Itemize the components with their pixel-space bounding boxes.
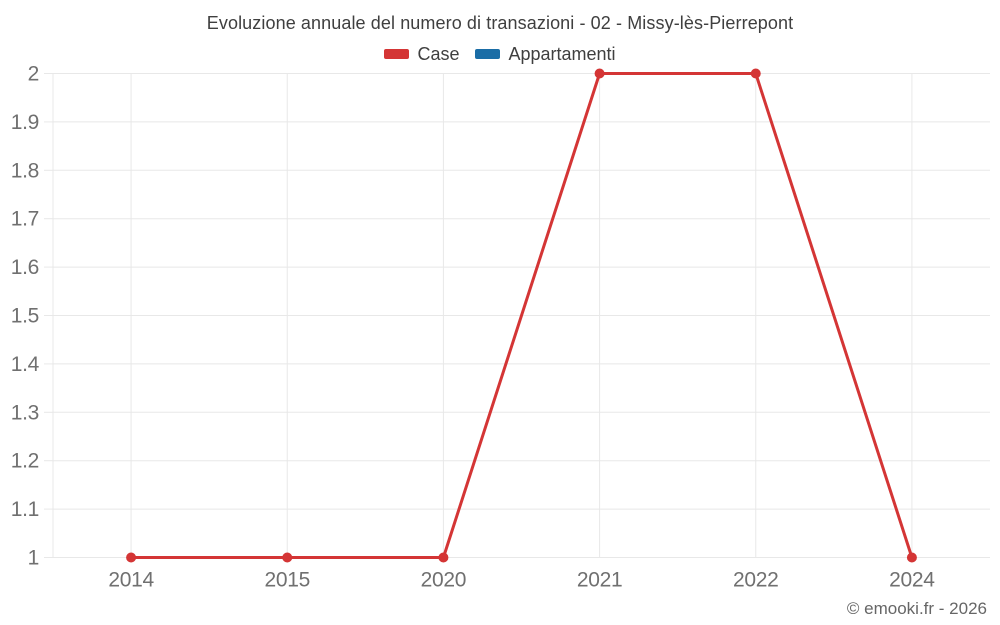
y-tick-label: 1.1	[11, 498, 39, 521]
x-tick-label: 2021	[577, 569, 623, 592]
y-tick-label: 1.9	[11, 111, 39, 134]
data-point-case[interactable]	[906, 552, 917, 563]
footer-credit: © emooki.fr - 2026	[846, 599, 987, 618]
data-point-case[interactable]	[282, 552, 293, 563]
x-tick-label: 2014	[108, 569, 154, 592]
legend-label-appartamenti: Appartamenti	[508, 43, 616, 64]
series-line-case	[129, 72, 914, 559]
legend-item-case[interactable]: Case	[384, 44, 459, 65]
y-tick-label: 1.2	[11, 450, 39, 473]
data-point-case[interactable]	[750, 68, 761, 79]
y-tick-label: 1.3	[11, 401, 39, 424]
y-tick-label: 1.6	[11, 256, 39, 279]
legend-label-case: Case	[417, 43, 460, 64]
x-tick-label: 2022	[733, 569, 779, 592]
legend: Case Appartamenti	[0, 44, 1000, 64]
x-tick-label: 2024	[889, 569, 935, 592]
chart-title: Evoluzione annuale del numero di transaz…	[206, 13, 794, 33]
y-tick-label: 1.8	[11, 159, 39, 182]
x-tick-label: 2015	[264, 569, 310, 592]
data-point-case[interactable]	[438, 552, 449, 563]
data-point-case[interactable]	[594, 68, 605, 79]
y-tick-label: 1	[28, 547, 39, 570]
y-tick-label: 1.7	[11, 208, 39, 231]
data-point-case[interactable]	[126, 552, 137, 563]
y-tick-label: 2	[28, 63, 39, 86]
y-tick-label: 1.5	[11, 305, 39, 328]
legend-swatch-appartamenti	[475, 49, 501, 59]
x-tick-label: 2020	[421, 569, 467, 592]
legend-item-appartamenti[interactable]: Appartamenti	[475, 43, 616, 65]
y-tick-label: 1.4	[11, 353, 40, 376]
legend-swatch-case	[384, 49, 410, 59]
